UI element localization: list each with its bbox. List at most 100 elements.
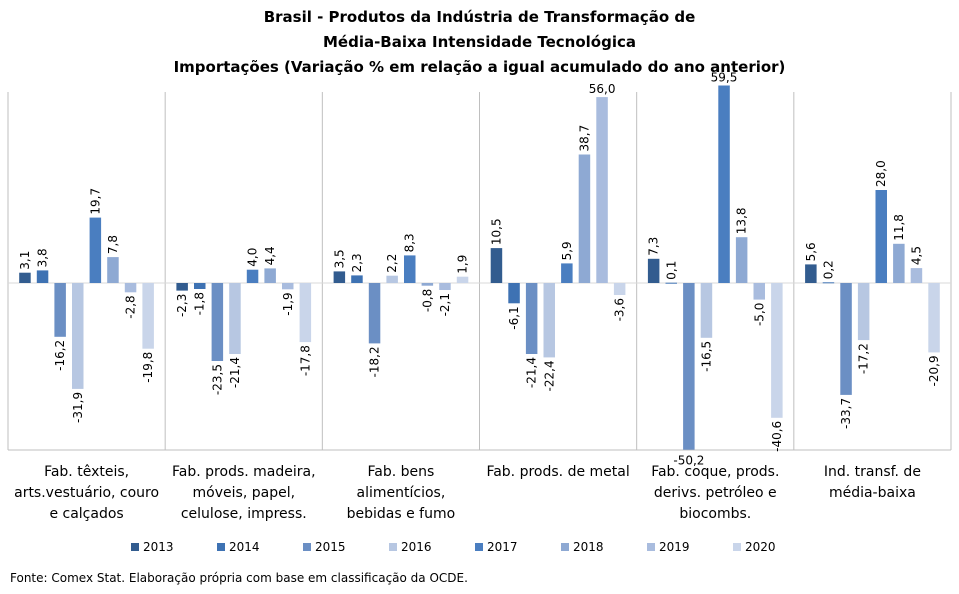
source-note: Fonte: Comex Stat. Elaboração própria co… (10, 571, 468, 585)
data-label: 11,8 (892, 214, 906, 241)
bar-2020 (456, 276, 469, 283)
data-label: 10,5 (490, 218, 504, 245)
bar-2020 (142, 283, 154, 349)
bar-2018 (735, 237, 748, 283)
category-label: Fab. prods. de metal (486, 464, 629, 480)
data-label: -21,4 (525, 357, 539, 388)
bar-2020 (771, 283, 783, 418)
bar-2019 (282, 283, 294, 290)
chart-title-line-2: Média-Baixa Intensidade Tecnológica (322, 33, 636, 51)
bar-2017 (246, 269, 259, 283)
bar-2015 (683, 283, 695, 450)
legend-swatch-2014 (217, 543, 225, 551)
category-label: Fab. coque, prods. (651, 464, 779, 480)
legend-swatch-2018 (561, 543, 569, 551)
data-label: 8,3 (403, 233, 417, 252)
legend-swatch-2017 (475, 543, 483, 551)
data-label: -18,2 (368, 346, 382, 377)
category-label: biocombs. (679, 506, 751, 522)
data-label: 38,7 (578, 125, 592, 152)
category-label: alimentícios, (357, 485, 446, 501)
bar-2016 (386, 275, 398, 283)
bar-2015 (211, 283, 224, 361)
category-label: bebidas e fumo (347, 506, 456, 522)
bar-2017 (404, 255, 416, 283)
data-label: -0,8 (420, 289, 434, 312)
bar-2017 (561, 263, 573, 283)
bar-2019 (910, 268, 923, 283)
bar-2013 (805, 264, 817, 283)
data-label: 19,7 (88, 188, 102, 215)
bar-2014 (508, 283, 520, 304)
bar-2016 (700, 283, 713, 338)
category-label: arts.vestuário, couro (14, 485, 159, 501)
category-label: e calçados (49, 506, 123, 522)
bar-2018 (421, 283, 434, 286)
category-label: Fab. prods. madeira, (172, 464, 316, 480)
category-label: Fab. bens (367, 464, 434, 480)
data-label: -20,9 (927, 355, 941, 386)
data-label: -23,5 (210, 364, 224, 395)
bar-2020 (613, 283, 626, 295)
data-label: 28,0 (874, 160, 888, 187)
data-label: 0,1 (664, 261, 678, 280)
bar-2016 (857, 283, 870, 341)
category-label: móveis, papel, (193, 485, 296, 501)
category-label: Ind. transf. de (824, 464, 921, 480)
legend-label-2020: 2020 (745, 540, 776, 554)
bar-2018 (893, 243, 905, 283)
data-label: -16,2 (53, 340, 67, 371)
data-label: -1,8 (193, 292, 207, 315)
data-label: -16,5 (699, 341, 713, 372)
bar-2014 (351, 275, 363, 283)
data-label: -1,9 (281, 292, 295, 315)
data-label: 3,8 (36, 248, 50, 267)
bar-2013 (490, 248, 503, 283)
bar-2014 (822, 282, 835, 284)
bar-2020 (299, 283, 312, 343)
data-label: 5,6 (804, 242, 818, 261)
data-label: -31,9 (71, 392, 85, 423)
bar-2019 (124, 283, 137, 293)
bar-2013 (333, 271, 346, 283)
data-label: -33,7 (839, 398, 853, 429)
data-label: -2,1 (438, 293, 452, 316)
bar-2017 (875, 190, 887, 283)
bar-2016 (543, 283, 555, 358)
data-label: 56,0 (589, 82, 616, 96)
bar-2013 (647, 258, 660, 283)
legend-swatch-2015 (303, 543, 311, 551)
data-label: -17,8 (298, 345, 312, 376)
bar-2016 (229, 283, 241, 354)
bar-2017 (718, 85, 730, 283)
category-label: derivs. petróleo e (654, 485, 777, 501)
bar-2016 (72, 283, 84, 389)
legend-swatch-2013 (131, 543, 139, 551)
data-label: 4,4 (263, 246, 277, 265)
data-label: 13,8 (735, 207, 749, 234)
chart-title-line-3: Importações (Variação % em relação a igu… (173, 58, 786, 76)
data-label: -17,2 (857, 343, 871, 374)
data-label: 7,8 (106, 235, 120, 254)
bar-2018 (264, 268, 276, 283)
legend-label-2014: 2014 (229, 540, 260, 554)
bar-2014 (36, 270, 49, 283)
bar-2018 (578, 154, 591, 283)
bar-2013 (176, 283, 188, 291)
bar-2019 (753, 283, 765, 300)
bar-2015 (54, 283, 66, 337)
data-label: -3,6 (613, 298, 627, 321)
data-label: 59,5 (711, 71, 738, 85)
data-label: -22,4 (542, 360, 556, 391)
data-label: 0,2 (821, 260, 835, 279)
data-label: -50,2 (673, 454, 704, 468)
data-label: 2,2 (385, 254, 399, 273)
legend-swatch-2020 (733, 543, 741, 551)
data-label: -21,4 (228, 357, 242, 388)
bar-2014 (665, 282, 677, 284)
data-label: 4,5 (909, 246, 923, 265)
bar-2018 (107, 257, 119, 283)
data-label: -2,3 (175, 294, 189, 317)
legend-label-2017: 2017 (487, 540, 518, 554)
